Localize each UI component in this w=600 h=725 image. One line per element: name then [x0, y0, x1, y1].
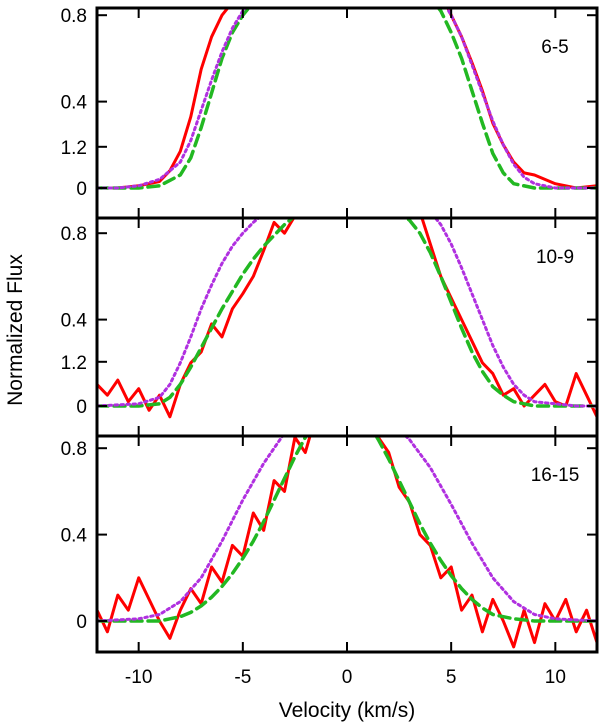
x-tick-label: 0	[342, 667, 353, 688]
y-tick-label: 0	[76, 612, 87, 633]
y-axis-title: Normalized Flux	[4, 254, 27, 406]
panel-frame	[95, 6, 599, 220]
y-tick-label: 0	[76, 179, 87, 200]
panel-1: 0 0.4 0.8 1.2 6-5	[61, 6, 599, 220]
x-tick-label: -5	[234, 667, 251, 688]
y-tick-label: 0.8	[61, 6, 87, 27]
y-tick-label: 0.4	[61, 526, 88, 547]
x-tick-label: 5	[446, 667, 457, 688]
series-line-observed	[97, 8, 597, 190]
y-tick-label: 0	[76, 397, 87, 418]
y-tick-label: 0.4	[61, 311, 88, 332]
panel-2: 0 0.4 0.8 1.2 10-9	[61, 138, 599, 438]
series-line-model_a	[97, 436, 597, 623]
x-axis-title: Velocity (km/s)	[279, 699, 416, 722]
series-line-observed	[97, 436, 597, 649]
series-line-model_a	[97, 8, 597, 190]
series-line-model_b	[97, 8, 597, 190]
series-line-model_b	[97, 218, 597, 408]
y-tick-label: 1.2	[61, 353, 87, 374]
series-line-model_a	[97, 218, 597, 408]
panel-3: 0 0.4 0.8 1.2 16-15	[61, 353, 599, 654]
x-tick-label: 10	[545, 667, 566, 688]
panel-label: 6-5	[541, 37, 568, 58]
y-tick-label: 0.8	[61, 439, 87, 460]
y-tick-label: 1.2	[61, 138, 87, 159]
y-tick-label: 0.8	[61, 224, 87, 245]
panel-label: 16-15	[531, 465, 580, 486]
y-tick-label: 0.4	[61, 93, 88, 114]
series-line-model_b	[97, 436, 597, 623]
panel-label: 10-9	[536, 247, 574, 268]
x-tick-label: -10	[125, 667, 152, 688]
